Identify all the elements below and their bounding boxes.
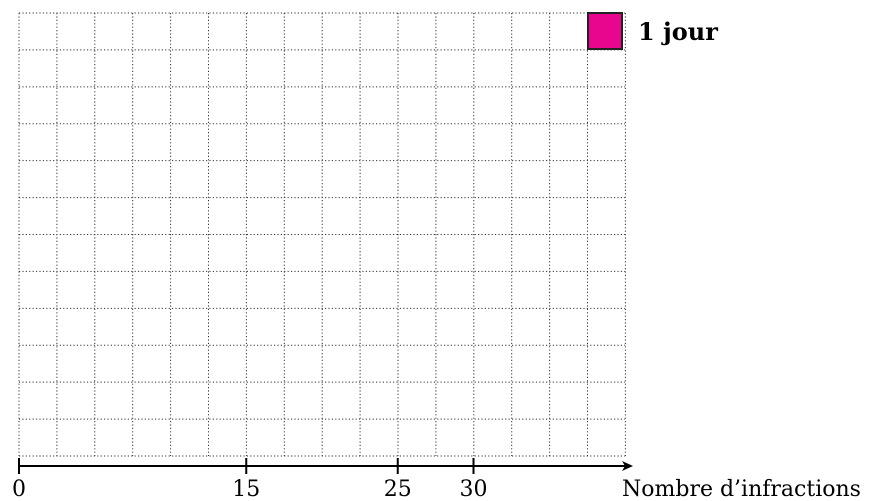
x-axis-ticks: 0 15 25 30 bbox=[12, 458, 488, 501]
x-axis-arrowhead bbox=[622, 461, 633, 471]
x-axis: 0 15 25 30 Nombre d’infractions bbox=[12, 458, 861, 501]
x-axis-label: Nombre d’infractions bbox=[622, 477, 861, 501]
legend-label: 1 jour bbox=[638, 17, 718, 46]
x-tick-label: 0 bbox=[12, 477, 26, 501]
legend-swatch bbox=[587, 12, 623, 50]
x-tick-label: 30 bbox=[460, 477, 488, 501]
legend: 1 jour bbox=[587, 12, 718, 50]
dotted-grid bbox=[18, 12, 626, 457]
x-tick-label: 25 bbox=[384, 477, 412, 501]
x-tick-label: 15 bbox=[232, 477, 260, 501]
